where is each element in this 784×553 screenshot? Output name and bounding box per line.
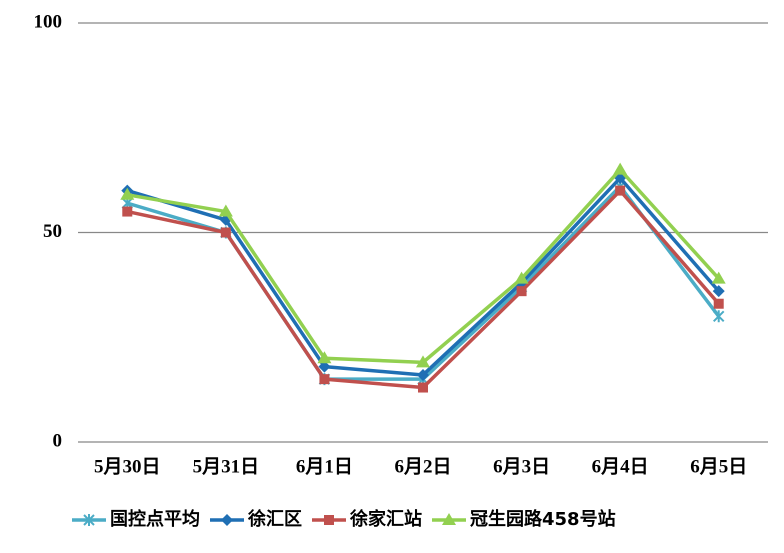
x-tick-label: 6月5日 — [690, 456, 747, 477]
legend-marker — [324, 515, 334, 525]
y-tick-label: 0 — [53, 430, 63, 451]
data-point — [220, 227, 231, 238]
data-point — [417, 368, 429, 381]
legend-marker — [221, 514, 233, 526]
legend-marker — [83, 514, 95, 526]
x-tick-label: 6月3日 — [493, 456, 550, 477]
data-point — [317, 351, 332, 364]
data-point — [711, 271, 726, 284]
y-tick-label: 100 — [34, 11, 63, 32]
data-point — [122, 206, 133, 217]
data-point — [713, 298, 724, 309]
x-tick-label: 5月30日 — [94, 456, 161, 477]
data-point — [218, 204, 233, 217]
data-point — [615, 185, 626, 196]
data-point — [318, 360, 331, 373]
legend-label: 徐汇区 — [247, 508, 302, 530]
data-point — [319, 374, 330, 385]
x-tick-label: 6月4日 — [592, 456, 649, 477]
data-point — [418, 382, 428, 393]
data-point — [514, 271, 529, 284]
data-point — [613, 162, 628, 175]
x-tick-label: 6月2日 — [394, 456, 451, 477]
data-point — [713, 310, 725, 323]
y-tick-label: 50 — [43, 221, 62, 242]
data-point — [120, 187, 135, 200]
data-point — [416, 355, 430, 368]
data-point — [712, 285, 725, 298]
series-line — [126, 176, 721, 377]
data-point — [516, 286, 527, 297]
legend-label: 徐家汇站 — [349, 508, 422, 530]
x-tick-label: 6月1日 — [296, 456, 353, 477]
legend-label: 国控点平均 — [110, 508, 200, 530]
x-tick-label: 5月31日 — [193, 456, 260, 477]
legend-marker — [442, 513, 456, 525]
legend-label: 冠生园路458号站 — [470, 508, 616, 530]
